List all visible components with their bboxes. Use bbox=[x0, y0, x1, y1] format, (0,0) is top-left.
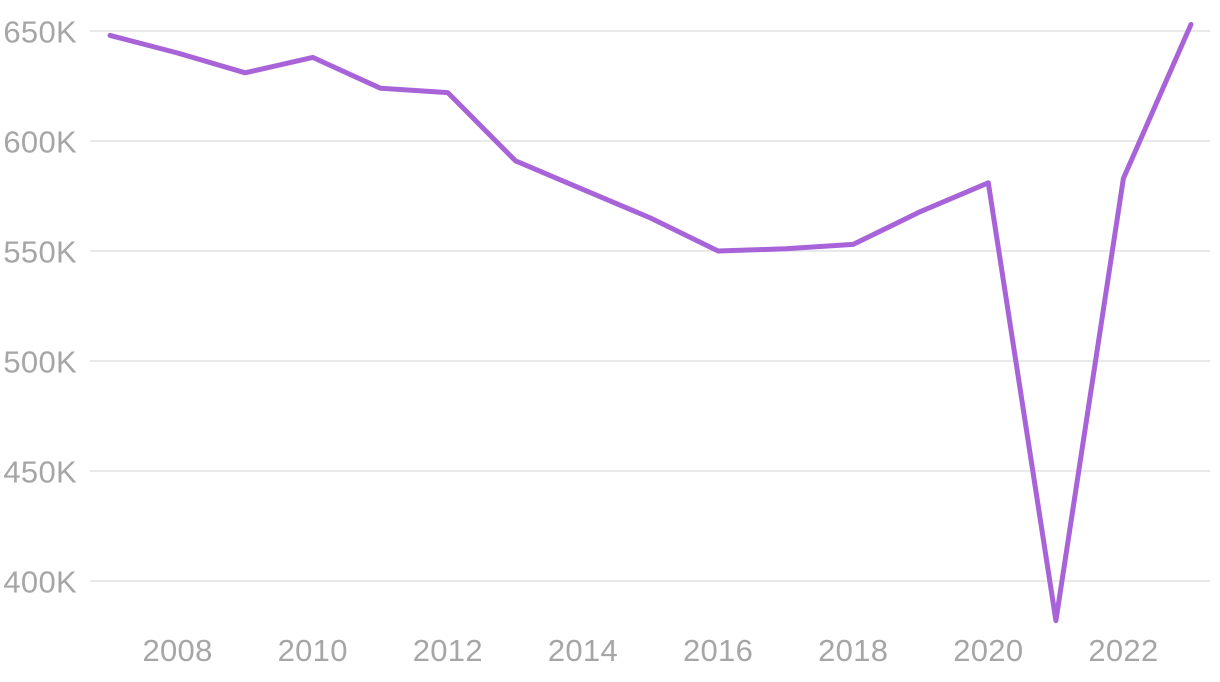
x-axis-label: 2018 bbox=[818, 633, 888, 668]
y-axis-label: 500K bbox=[3, 345, 77, 380]
y-axis-label: 650K bbox=[3, 15, 77, 50]
x-axis-label: 2016 bbox=[683, 633, 753, 668]
x-axis-label: 2010 bbox=[278, 633, 348, 668]
y-axis-label: 400K bbox=[3, 565, 77, 600]
x-axis-label: 2012 bbox=[413, 633, 483, 668]
x-axis-label: 2020 bbox=[953, 633, 1023, 668]
y-axis-label: 550K bbox=[3, 235, 77, 270]
x-axis-label: 2008 bbox=[142, 633, 212, 668]
data-series-line bbox=[107, 21, 1194, 624]
x-axis-label: 2022 bbox=[1088, 633, 1158, 668]
y-axis-label: 600K bbox=[3, 125, 77, 160]
x-axis-label: 2014 bbox=[548, 633, 618, 668]
y-axis-label: 450K bbox=[3, 455, 77, 490]
